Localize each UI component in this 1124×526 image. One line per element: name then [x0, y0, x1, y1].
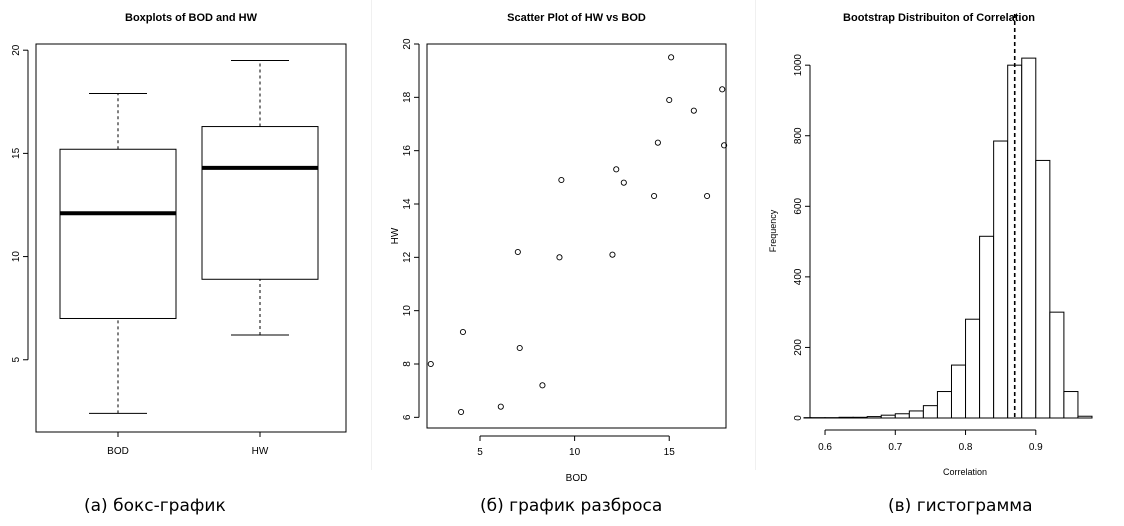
scatter-point	[704, 192, 711, 200]
chart-title: Scatter Plot of HW vs BOD	[507, 12, 646, 24]
scatter-point	[556, 254, 563, 261]
histogram-bar	[894, 413, 910, 419]
scatter-point	[609, 251, 616, 258]
y-tick-label: 16	[402, 145, 413, 157]
y-tick-label: 10	[11, 251, 22, 263]
histogram-bar	[1063, 391, 1079, 419]
x-tick-label: 0.7	[888, 442, 902, 453]
y-axis-label: Frequency	[768, 209, 778, 252]
panel-scatter: Scatter Plot of HW vs BOD 6 8 10 12 14 16 18 20 5…	[372, 0, 754, 526]
histogram-bar	[1021, 57, 1037, 419]
scatter-point	[539, 382, 546, 389]
box-bod	[59, 148, 177, 319]
scatter-point	[620, 179, 627, 186]
x-tick-label: 10	[569, 447, 581, 458]
y-tick-label: 14	[402, 198, 413, 210]
histogram-bar	[1049, 311, 1065, 419]
histogram-bar	[979, 235, 995, 419]
y-tick-label: 1000	[793, 54, 804, 77]
scatter-point	[719, 86, 726, 93]
box-hw	[201, 126, 319, 280]
histogram-bar	[880, 414, 896, 419]
y-tick-label: 5	[11, 357, 22, 363]
y-tick-label: 10	[402, 305, 413, 317]
plot-frame	[426, 43, 727, 429]
y-tick-label: 200	[793, 339, 804, 356]
scatter-point	[668, 54, 675, 61]
scatter-point	[427, 360, 434, 368]
y-tick-label: 0	[793, 415, 804, 421]
y-tick-label: 20	[402, 38, 413, 50]
histogram-chart: Bootstrap Distribuiton of Correlation 0 20…	[768, 12, 1093, 477]
y-tick-label: 800	[793, 127, 804, 144]
x-tick-label: 0.6	[818, 442, 832, 453]
scatter-chart: Scatter Plot of HW vs BOD 6 8 10 12 14 16 18 20 5…	[390, 12, 728, 484]
chart-title: Boxplots of BOD and HW	[125, 12, 258, 24]
panel-histogram: Bootstrap Distribuiton of Correlation 0 20…	[756, 0, 1124, 526]
panel-divider-1	[371, 0, 372, 470]
caption-scatter: (б) график разброса	[480, 496, 663, 516]
y-tick-label: 12	[402, 251, 413, 263]
scatter-point	[558, 176, 565, 184]
scatter-point	[690, 107, 697, 114]
y-tick-label: 8	[402, 361, 413, 367]
chart-title: Bootstrap Distribuiton of Correlation	[843, 12, 1035, 24]
histogram-bar	[922, 405, 938, 419]
scatter-point	[721, 142, 728, 149]
histogram-bar	[965, 318, 981, 419]
y-tick-label: 18	[402, 91, 413, 103]
boxplot-chart: Boxplots of BOD and HW 5 10 15 20 BOD HW	[11, 12, 347, 457]
x-tick-label: 0.9	[1029, 442, 1043, 453]
scatter-point	[516, 344, 523, 352]
x-tick-label: BOD	[107, 446, 129, 457]
x-tick-label: 5	[477, 447, 483, 458]
x-axis-label: Correlation	[943, 467, 987, 477]
x-axis-label: BOD	[566, 473, 588, 484]
histogram-bar	[908, 410, 924, 419]
histogram-bar	[950, 364, 967, 419]
histogram-bar	[866, 416, 882, 419]
x-tick-label: 15	[664, 447, 676, 458]
y-axis-label: HW	[390, 227, 401, 244]
scatter-point	[651, 192, 658, 200]
y-tick-label: 20	[11, 44, 22, 56]
scatter-point	[613, 166, 620, 173]
scatter-point	[666, 96, 673, 104]
scatter-point	[458, 408, 465, 416]
scatter-point	[654, 139, 661, 146]
histogram-bar	[852, 416, 868, 419]
panel-boxplot: Boxplots of BOD and HW 5 10 15 20 BOD HW (а) б…	[0, 0, 370, 526]
histogram-bar	[1035, 159, 1051, 419]
scatter-point	[514, 248, 521, 256]
y-tick-label: 600	[793, 198, 804, 215]
x-tick-label: 0.8	[959, 442, 973, 453]
panel-divider-2	[755, 0, 756, 470]
histogram-bar	[838, 416, 854, 419]
plot-frame	[35, 43, 347, 433]
caption-boxplot: (а) бокс-график	[84, 496, 226, 516]
scatter-point	[459, 328, 467, 336]
y-tick-label: 6	[402, 414, 413, 420]
y-tick-label: 400	[793, 268, 804, 285]
x-tick-label: HW	[252, 446, 269, 457]
histogram-bar	[993, 140, 1009, 419]
histogram-bar	[936, 391, 952, 419]
caption-histogram: (в) гистограмма	[888, 496, 1033, 516]
histogram-bar	[1077, 415, 1093, 419]
scatter-point	[497, 403, 504, 410]
y-tick-label: 15	[11, 147, 22, 159]
